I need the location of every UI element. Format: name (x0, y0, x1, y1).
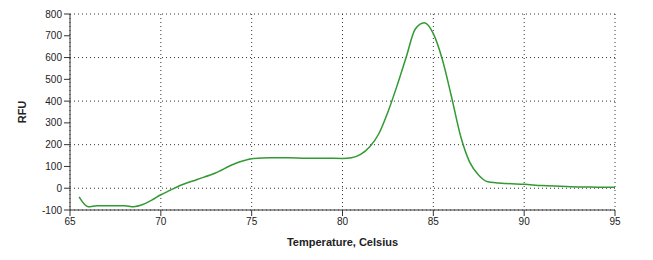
svg-text:Temperature, Celsius: Temperature, Celsius (287, 236, 398, 248)
svg-text:80: 80 (337, 216, 349, 227)
svg-text:65: 65 (64, 216, 76, 227)
svg-text:-100: -100 (42, 205, 62, 216)
svg-text:85: 85 (428, 216, 440, 227)
svg-text:70: 70 (155, 216, 167, 227)
svg-text:0: 0 (56, 183, 62, 194)
svg-text:500: 500 (45, 74, 62, 85)
svg-text:800: 800 (45, 9, 62, 20)
svg-text:600: 600 (45, 52, 62, 63)
svg-text:95: 95 (609, 216, 621, 227)
svg-text:75: 75 (246, 216, 258, 227)
svg-text:90: 90 (519, 216, 531, 227)
svg-text:RFU: RFU (16, 101, 28, 124)
svg-text:400: 400 (45, 96, 62, 107)
svg-text:700: 700 (45, 30, 62, 41)
svg-text:100: 100 (45, 161, 62, 172)
svg-text:200: 200 (45, 139, 62, 150)
svg-text:300: 300 (45, 117, 62, 128)
